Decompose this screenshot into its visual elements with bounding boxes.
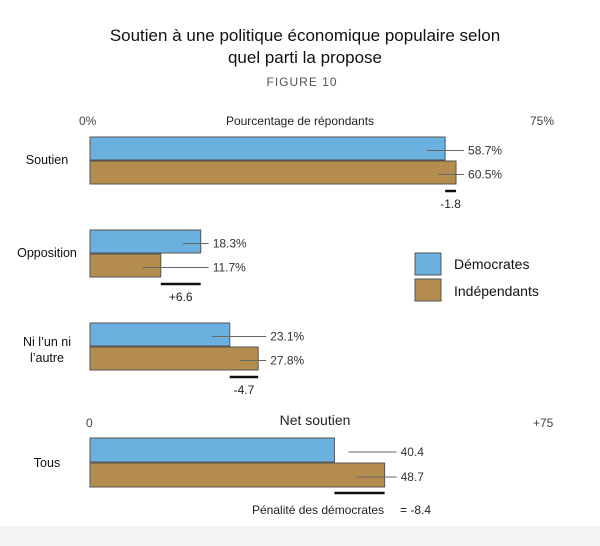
value-label-dem-2: 23.1% [270, 330, 304, 344]
main-bars-group: 58.7% 60.5% -1.8 Soutien 18.3% 11.7% +6.6 Oppos… [17, 136, 502, 397]
net-axis-max-label: +75 [533, 416, 554, 430]
category-label-2-line1: Ni l’un ni [23, 335, 71, 349]
legend-label-democrates: Démocrates [454, 256, 529, 272]
bar-democrates-tous [89, 437, 335, 463]
diff-label-0: -1.8 [440, 197, 461, 211]
bar-democrates-0 [89, 136, 446, 161]
bar-independants-tous [89, 462, 386, 488]
net-axis-min-label: 0 [86, 416, 93, 430]
category-label-1: Opposition [17, 246, 77, 260]
axis-min-label: 0% [79, 114, 97, 128]
chart-title-line2: quel parti la propose [228, 48, 382, 67]
category-label-tous: Tous [34, 456, 60, 470]
value-label-ind-0: 60.5% [468, 168, 502, 182]
diff-label-2: -4.7 [234, 383, 255, 397]
value-label-ind-tous: 48.7 [401, 470, 425, 484]
category-label-2-line2: l’autre [30, 351, 64, 365]
category-label-0: Soutien [26, 153, 68, 167]
value-label-dem-tous: 40.4 [401, 445, 425, 459]
axis-title: Pourcentage de répondants [226, 114, 374, 128]
value-label-dem-0: 58.7% [468, 144, 502, 158]
legend-swatch-democrates [414, 252, 442, 276]
net-bars-group: 40.4 48.7 Tous [34, 437, 425, 495]
value-label-dem-1: 18.3% [213, 237, 247, 251]
net-axis-title: Net soutien [280, 412, 351, 428]
bar-independants-1 [89, 253, 162, 278]
value-label-ind-2: 27.8% [270, 354, 304, 368]
bar-democrates-2 [89, 322, 231, 347]
bottom-band [0, 526, 600, 546]
diff-label-1: +6.6 [169, 290, 193, 304]
legend-swatch-independants [414, 278, 442, 302]
value-label-ind-1: 11.7% [213, 261, 246, 275]
bar-independants-2 [89, 346, 259, 371]
penalty-label: Pénalité des démocrates [252, 503, 384, 517]
figure-label: FIGURE 10 [266, 75, 337, 89]
bar-democrates-1 [89, 229, 202, 254]
penalty-value: = -8.4 [400, 503, 431, 517]
legend-label-independants: Indépendants [454, 283, 539, 299]
axis-max-label: 75% [530, 114, 554, 128]
bar-independants-0 [89, 160, 457, 185]
chart-title-line1: Soutien à une politique économique popul… [110, 26, 500, 45]
